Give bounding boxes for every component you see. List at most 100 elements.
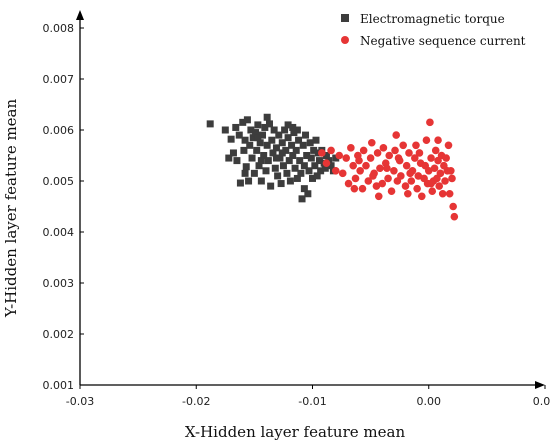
data-point-negative-sequence-current (367, 138, 376, 147)
data-point-negative-sequence-current (438, 189, 447, 198)
data-point-negative-sequence-current (415, 149, 424, 157)
data-point-electromagnetic-torque (286, 177, 294, 185)
x-axis-arrow (535, 381, 545, 389)
legend-marker-negative-sequence-current (341, 36, 349, 44)
data-point-electromagnetic-torque (300, 162, 308, 170)
data-point-electromagnetic-torque (256, 139, 264, 147)
data-point-electromagnetic-torque (274, 172, 282, 180)
data-point-electromagnetic-torque (268, 136, 276, 144)
data-point-electromagnetic-torque (239, 118, 247, 126)
data-point-negative-sequence-current (318, 149, 326, 157)
data-point-electromagnetic-torque (284, 121, 292, 129)
data-point-negative-sequence-current (338, 169, 347, 178)
data-point-electromagnetic-torque (245, 177, 253, 185)
data-point-electromagnetic-torque (265, 120, 273, 128)
data-point-electromagnetic-torque (227, 135, 235, 143)
data-point-negative-sequence-current (394, 154, 403, 162)
data-point-negative-sequence-current (358, 184, 367, 193)
data-point-electromagnetic-torque (263, 113, 271, 121)
data-point-negative-sequence-current (350, 184, 359, 193)
data-point-electromagnetic-torque (289, 123, 297, 131)
data-point-electromagnetic-torque (257, 177, 265, 185)
data-point-negative-sequence-current (378, 179, 387, 188)
data-point-negative-sequence-current (412, 141, 420, 150)
data-point-electromagnetic-torque (252, 129, 260, 137)
data-point-electromagnetic-torque (267, 182, 275, 190)
data-point-negative-sequence-current (344, 179, 353, 188)
y-ticks: 0.001 0.002 0.003 0.004 0.005 0.006 0.007 0.008 (43, 22, 84, 392)
data-point-negative-sequence-current (322, 159, 331, 167)
data-point-electromagnetic-torque (283, 169, 291, 177)
data-point-negative-sequence-current (448, 174, 456, 183)
data-point-negative-sequence-current (407, 177, 416, 185)
x-axis-title: X-Hidden layer feature mean (185, 423, 406, 441)
data-point-negative-sequence-current (364, 177, 373, 185)
data-point-negative-sequence-current (447, 167, 455, 175)
data-point-negative-sequence-current (427, 179, 435, 188)
data-point-negative-sequence-current (444, 141, 453, 150)
data-point-electromagnetic-torque (250, 169, 258, 177)
x-tick-label: -0.01 (298, 395, 326, 408)
data-point-negative-sequence-current (359, 146, 368, 155)
x-tick-label: -0.03 (66, 395, 94, 408)
data-point-electromagnetic-torque (225, 154, 233, 162)
data-point-negative-sequence-current (401, 182, 410, 190)
data-point-electromagnetic-torque (311, 162, 319, 170)
data-point-electromagnetic-torque (247, 126, 255, 134)
data-point-electromagnetic-torque (275, 131, 283, 139)
data-point-negative-sequence-current (384, 174, 392, 183)
data-point-negative-sequence-current (417, 192, 426, 201)
x-tick-label: 0.00 (417, 395, 442, 408)
data-point-electromagnetic-torque (284, 134, 292, 142)
data-point-electromagnetic-torque (271, 164, 279, 172)
data-point-negative-sequence-current (414, 172, 423, 180)
data-point-electromagnetic-torque (288, 141, 296, 149)
data-point-electromagnetic-torque (253, 146, 261, 154)
data-point-negative-sequence-current (406, 169, 414, 178)
data-point-electromagnetic-torque (272, 144, 280, 152)
data-point-negative-sequence-current (362, 161, 370, 170)
data-point-electromagnetic-torque (291, 164, 299, 172)
data-point-negative-sequence-current (434, 136, 442, 144)
data-point-negative-sequence-current (351, 174, 360, 183)
legend: Electromagnetic torque Negative sequence… (341, 12, 526, 48)
data-point-negative-sequence-current (399, 141, 407, 150)
data-point-electromagnetic-torque (296, 157, 304, 165)
data-point-electromagnetic-torque (233, 157, 241, 165)
x-ticks: -0.03 -0.02 -0.01 0.00 0.01 (66, 385, 550, 408)
y-tick-label: 0.001 (43, 379, 75, 392)
legend-label-negative-sequence-current: Negative sequence current (360, 34, 526, 48)
data-point-negative-sequence-current (342, 154, 351, 162)
data-point-negative-sequence-current (450, 212, 459, 221)
data-point-electromagnetic-torque (298, 195, 306, 203)
data-point-negative-sequence-current (347, 144, 355, 152)
data-point-electromagnetic-torque (241, 169, 249, 177)
data-point-electromagnetic-torque (321, 164, 329, 172)
y-axis-arrow (76, 10, 84, 20)
data-point-negative-sequence-current (430, 164, 439, 173)
data-point-negative-sequence-current (331, 167, 340, 175)
data-point-negative-sequence-current (373, 149, 382, 157)
data-point-electromagnetic-torque (332, 154, 340, 162)
data-point-negative-sequence-current (435, 182, 444, 190)
data-point-electromagnetic-torque (312, 136, 320, 144)
data-point-negative-sequence-current (445, 189, 454, 198)
data-point-electromagnetic-torque (243, 116, 251, 124)
y-tick-label: 0.005 (43, 175, 75, 188)
data-point-negative-sequence-current (426, 118, 434, 127)
data-point-electromagnetic-torque (292, 146, 300, 154)
data-point-electromagnetic-torque (317, 167, 325, 175)
data-point-negative-sequence-current (424, 167, 433, 175)
y-tick-label: 0.004 (43, 226, 75, 239)
data-point-electromagnetic-torque (246, 141, 254, 149)
y-tick-label: 0.003 (43, 277, 75, 290)
data-point-negative-sequence-current (355, 156, 363, 165)
legend-marker-electromagnetic-torque (341, 14, 349, 22)
data-point-negative-sequence-current (356, 167, 364, 175)
data-point-electromagnetic-torque (297, 169, 305, 177)
data-point-electromagnetic-torque (241, 136, 249, 144)
data-point-electromagnetic-torque (235, 131, 243, 139)
data-point-electromagnetic-torque (302, 131, 310, 139)
data-point-negative-sequence-current (422, 136, 431, 144)
data-point-negative-sequence-current (366, 154, 375, 162)
